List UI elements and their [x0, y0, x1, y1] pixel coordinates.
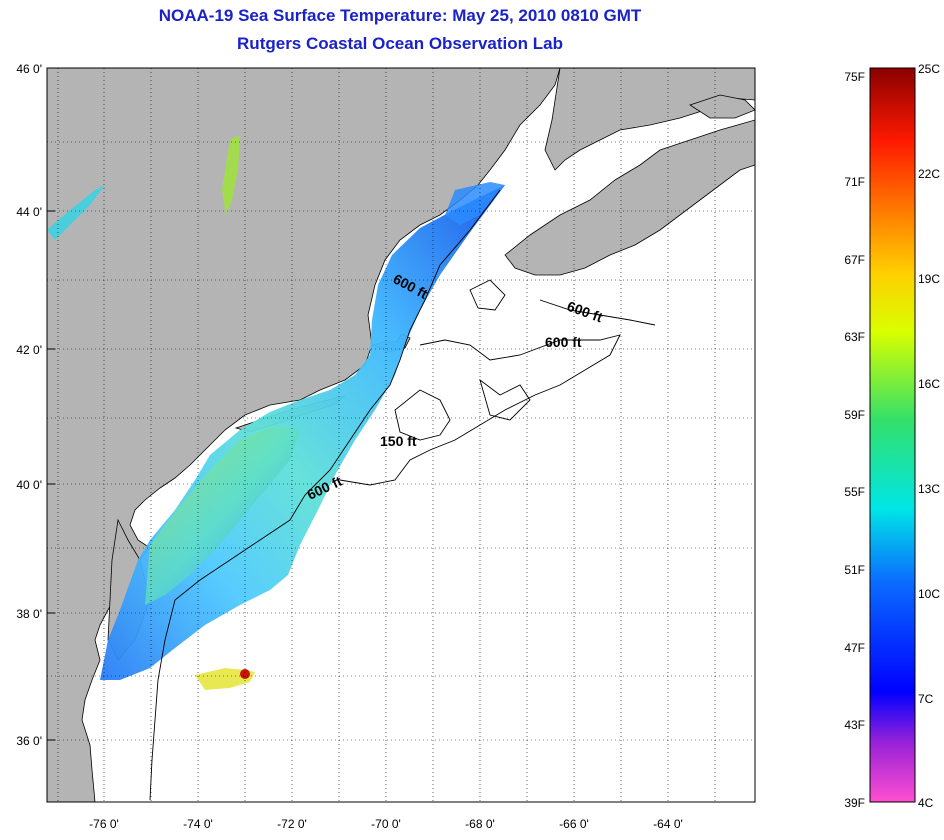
colorbar-gradient [869, 67, 916, 803]
lat-label: 44 0' [16, 205, 42, 219]
colorbar-c-label: 7C [918, 692, 934, 706]
colorbar-f-label: 71F [844, 175, 865, 189]
lat-label: 36 0' [16, 734, 42, 748]
lon-label: -72 0' [277, 817, 307, 831]
colorbar-c-label: 13C [918, 482, 940, 496]
contour-label-600ft-c: 600 ft [545, 334, 582, 350]
lon-label: -66 0' [559, 817, 589, 831]
lat-label: 40 0' [16, 478, 42, 492]
nova-scotia [504, 119, 755, 276]
colorbar-f-label: 39F [844, 796, 865, 810]
colorbar-celsius-labels: 25C 22C 19C 16C 13C 10C 7C 4C [918, 62, 940, 810]
colorbar-f-label: 55F [844, 485, 865, 499]
lon-label: -64 0' [653, 817, 683, 831]
contour-label-150ft: 150 ft [380, 433, 417, 449]
map-title: NOAA-19 Sea Surface Temperature: May 25,… [158, 6, 642, 25]
colorbar-fahrenheit-labels: 75F 71F 67F 63F 59F 55F 51F 47F 43F 39F [844, 70, 865, 810]
temperature-colorbar: 75F 71F 67F 63F 59F 55F 51F 47F 43F 39F … [844, 62, 940, 810]
colorbar-c-label: 4C [918, 796, 934, 810]
map-subtitle: Rutgers Coastal Ocean Observation Lab [237, 34, 563, 53]
lon-label: -68 0' [465, 817, 495, 831]
colorbar-f-label: 75F [844, 70, 865, 84]
lon-label: -74 0' [183, 817, 213, 831]
colorbar-f-label: 43F [844, 718, 865, 732]
latitude-axis: 46 0' 44 0' 42 0' 40 0' 38 0' 36 0' [16, 62, 55, 748]
lat-label: 38 0' [16, 607, 42, 621]
colorbar-f-label: 67F [844, 253, 865, 267]
colorbar-c-label: 16C [918, 377, 940, 391]
inland-lake-patch [47, 185, 105, 240]
colorbar-c-label: 22C [918, 167, 940, 181]
gulf-stream-patch [195, 668, 255, 690]
inland-lake-patch-2 [222, 135, 240, 215]
lon-label: -76 0' [89, 817, 119, 831]
colorbar-f-label: 51F [844, 563, 865, 577]
cape-breton [689, 94, 755, 119]
map-layers: 600 ft 600 ft 600 ft 150 ft 600 ft [47, 68, 755, 802]
lat-label: 42 0' [16, 343, 42, 357]
colorbar-f-label: 47F [844, 641, 865, 655]
colorbar-c-label: 10C [918, 587, 940, 601]
lat-label: 46 0' [16, 62, 42, 76]
colorbar-f-label: 63F [844, 330, 865, 344]
colorbar-c-label: 25C [918, 62, 940, 76]
map-frame [46, 67, 756, 803]
longitude-axis: -76 0' -74 0' -72 0' -70 0' -68 0' -66 0… [89, 817, 683, 831]
colorbar-c-label: 19C [918, 272, 940, 286]
lon-label: -70 0' [371, 817, 401, 831]
coastal-patch-maine [445, 182, 505, 225]
shelf-water [145, 425, 300, 605]
warm-core-spot [240, 669, 250, 679]
depth-contours [149, 189, 656, 801]
new-brunswick [544, 68, 755, 171]
colorbar-f-label: 59F [844, 408, 865, 422]
